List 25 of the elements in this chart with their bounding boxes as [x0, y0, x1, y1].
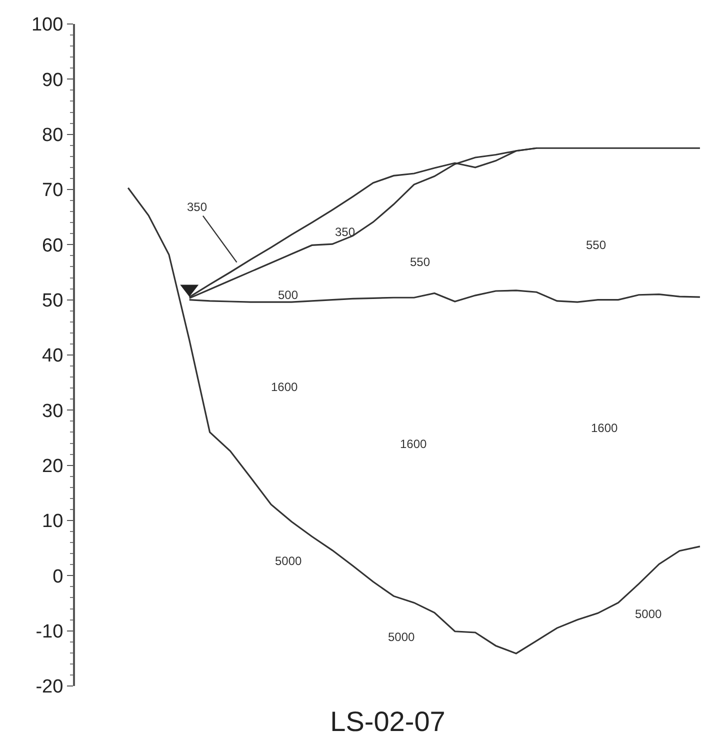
annotation: 1600	[271, 380, 298, 394]
y-tick-label: 90	[42, 70, 64, 91]
y-tick-label: -10	[36, 621, 64, 642]
y-tick-label: 60	[42, 235, 64, 256]
annotation: 1600	[591, 421, 618, 435]
y-tick-label: 50	[42, 290, 64, 312]
y-tick-label: 0	[52, 566, 64, 588]
annotation: 1600	[400, 437, 428, 451]
annotation: 550	[586, 238, 606, 252]
annotation: 5000	[388, 630, 416, 644]
y-tick-label: 20	[42, 456, 64, 477]
annotation: 550	[410, 255, 430, 269]
annotation: 5000	[275, 554, 302, 568]
annotation: 500	[278, 288, 298, 302]
annotation: 350	[335, 225, 356, 239]
y-tick-label: 100	[31, 14, 64, 36]
y-tick-label: -20	[36, 676, 64, 698]
text: LS-02-07	[330, 706, 446, 737]
y-tick-label: 10	[42, 511, 64, 532]
y-tick-label: 30	[42, 400, 64, 422]
annotation: 350	[187, 200, 208, 214]
y-tick-label: 70	[42, 180, 64, 202]
y-tick-label: 80	[42, 124, 64, 146]
annotation: 5000	[635, 607, 662, 621]
y-tick-label: 40	[42, 346, 64, 367]
